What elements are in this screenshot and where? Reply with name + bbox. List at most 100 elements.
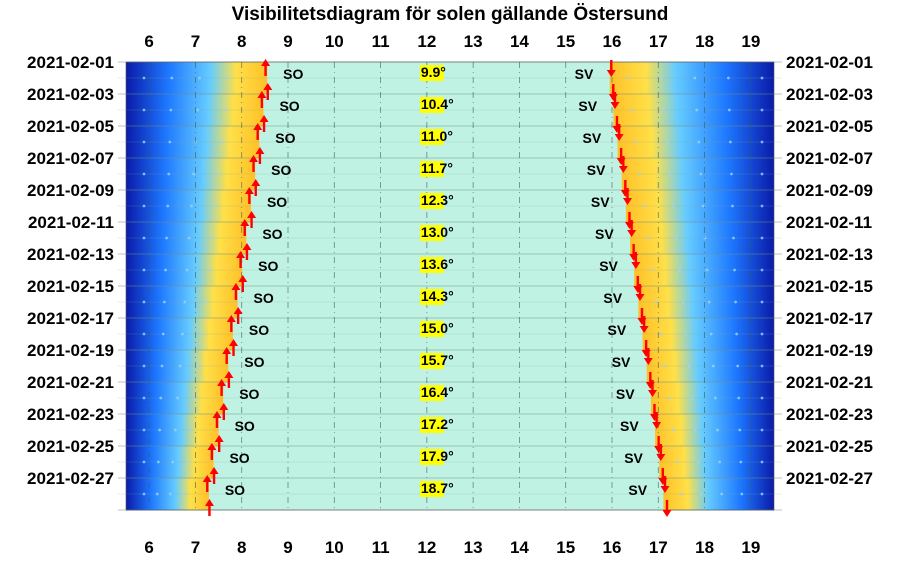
hour-tick-label-top: 7 <box>191 32 200 51</box>
sunrise-arrow <box>247 211 257 228</box>
date-label-left: 2021-02-23 <box>27 405 114 424</box>
sunset-arrow <box>618 156 628 173</box>
sunset-arrow <box>627 220 637 237</box>
arrow-head <box>247 211 257 218</box>
evening-band <box>617 126 774 159</box>
arrow-head <box>209 467 219 474</box>
set-direction-label: SV <box>595 226 614 242</box>
arrow-head <box>233 307 243 314</box>
altitude-highlight <box>419 449 444 465</box>
altitude-highlight <box>419 321 444 337</box>
arrow-head <box>627 230 637 237</box>
sunrise-arrow <box>209 467 219 484</box>
max-altitude-label: 11.0° <box>421 128 453 144</box>
hour-tick-label-bottom: 13 <box>464 538 483 557</box>
max-altitude-label: 13.6° <box>421 256 454 272</box>
sunrise-arrow <box>202 475 212 492</box>
hour-tick-label-top: 19 <box>741 32 760 51</box>
arrow-head <box>662 510 672 517</box>
arrow-head <box>212 411 222 418</box>
arrow-head <box>259 115 269 122</box>
evening-band <box>634 254 774 287</box>
date-label-right: 2021-02-09 <box>786 181 873 200</box>
arrow-head <box>207 443 217 450</box>
arrow-head <box>229 339 239 346</box>
hour-tick-label-bottom: 7 <box>191 538 200 557</box>
arrow-head <box>219 403 229 410</box>
sunset-arrow <box>639 316 649 333</box>
sunrise-arrow <box>214 435 224 452</box>
hour-tick-label-bottom: 15 <box>556 538 575 557</box>
rise-direction-label: SO <box>271 162 291 178</box>
date-label-left: 2021-02-25 <box>27 437 114 456</box>
max-altitude-label: 18.7° <box>421 480 454 496</box>
date-label-left: 2021-02-27 <box>27 469 114 488</box>
max-altitude-labels: 9.9° 10.4° 11.0° 11.7° 12.3° 13.0° 13.6° 14.3° 1… <box>419 64 454 497</box>
sunset-arrow <box>660 476 670 493</box>
sunrise-arrow <box>204 499 214 516</box>
morning-band <box>126 94 264 127</box>
sunset-arrow <box>643 348 653 365</box>
max-altitude-label: 12.3° <box>421 192 454 208</box>
arrow-head <box>614 134 624 141</box>
arrow-head <box>238 275 248 282</box>
chart-title: Visibilitetsdiagram för solen gällande Ö… <box>232 4 669 25</box>
sunrise-arrow <box>231 283 241 300</box>
hour-axis-bottom: 6 7 8 9 10 11 12 13 14 15 16 17 18 19 <box>144 538 760 557</box>
evening-band <box>621 158 774 191</box>
set-direction-label: SV <box>608 322 627 338</box>
arrow-head <box>242 243 252 250</box>
arrow-head <box>643 358 653 365</box>
hour-tick-label-top: 15 <box>556 32 575 51</box>
hour-tick-label-top: 11 <box>372 32 390 51</box>
hour-tick-label-top: 6 <box>144 32 153 51</box>
morning-band <box>126 318 233 351</box>
evening-band <box>663 478 774 511</box>
sunrise-arrow <box>259 115 269 132</box>
grid-lines <box>118 61 782 511</box>
rise-direction-label: SO <box>267 194 287 210</box>
sunrise-arrow <box>253 123 263 140</box>
rise-direction-label: SO <box>262 226 282 242</box>
morning-band <box>126 414 219 447</box>
evening-band <box>613 94 774 127</box>
sunset-arrow <box>610 92 620 109</box>
rise-direction-label: SO <box>244 354 264 370</box>
max-altitude-label: 14.3° <box>421 288 454 304</box>
date-label-right: 2021-02-01 <box>786 53 873 72</box>
max-altitude-label: 9.9° <box>421 64 446 80</box>
sunset-arrow <box>614 124 624 141</box>
set-direction-label: SV <box>624 450 643 466</box>
morning-band <box>126 62 268 95</box>
max-altitude-label: 13.0° <box>421 224 454 240</box>
date-axis-left: 2021-02-01 2021-02-03 2021-02-05 2021-02-07… <box>27 53 114 488</box>
arrow-head <box>249 155 259 162</box>
arrow-head <box>618 166 628 173</box>
evening-band <box>638 286 774 319</box>
arrow-head <box>257 91 267 98</box>
date-label-right: 2021-02-17 <box>786 309 873 328</box>
hour-tick-label-top: 10 <box>325 32 344 51</box>
sunrise-arrow <box>222 347 232 364</box>
morning-band <box>126 158 256 191</box>
hour-tick-label-bottom: 12 <box>417 538 436 557</box>
set-direction-label: SV <box>578 98 597 114</box>
arrow-head <box>244 187 254 194</box>
arrow-head <box>224 371 234 378</box>
sunset-arrow <box>652 412 662 429</box>
sunset-arrow <box>656 444 666 461</box>
arrow-head <box>226 315 236 322</box>
arrow-head <box>204 499 214 506</box>
date-label-right: 2021-02-27 <box>786 469 873 488</box>
rise-direction-label: SO <box>258 258 278 274</box>
rise-direction-label: SO <box>249 322 269 338</box>
sunrise-arrow <box>233 307 243 324</box>
date-axis-right: 2021-02-01 2021-02-03 2021-02-05 2021-02-07… <box>786 53 873 488</box>
sunrise-arrow <box>226 315 236 332</box>
altitude-highlight <box>419 417 444 433</box>
sunrise-arrow <box>261 59 271 76</box>
rise-direction-label: SO <box>275 130 295 146</box>
hour-tick-label-bottom: 9 <box>283 538 292 557</box>
hour-tick-label-bottom: 18 <box>695 538 714 557</box>
morning-band <box>126 126 260 159</box>
